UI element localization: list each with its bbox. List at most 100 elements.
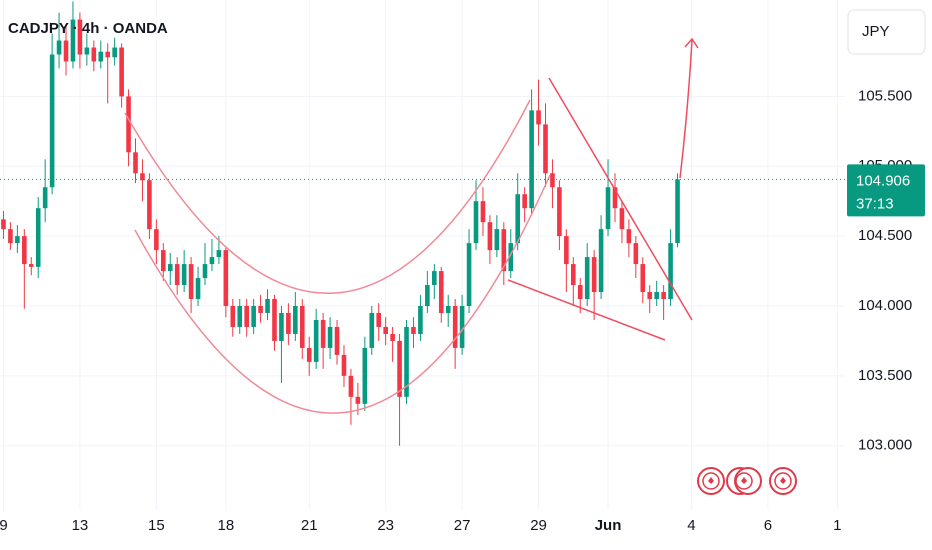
x-tick-label: 21 [301, 517, 318, 534]
candle-body [8, 229, 13, 244]
countdown-label: 37:13 [856, 195, 894, 212]
candle-body [522, 194, 527, 209]
event-icon [726, 467, 762, 495]
candle-body [452, 306, 458, 348]
candle-body [244, 306, 249, 327]
x-tick-label: 4 [687, 517, 695, 534]
x-tick-label: 18 [217, 517, 234, 534]
candle-body [529, 110, 534, 209]
candle-body [564, 236, 569, 265]
y-tick-label: 103.500 [858, 367, 912, 384]
candle-body [619, 208, 625, 230]
candle-body [550, 173, 555, 188]
candle-body [487, 222, 493, 251]
candle-body [70, 19, 76, 62]
candle-body [515, 194, 521, 244]
candle-body [466, 243, 472, 306]
candle-body [369, 312, 375, 348]
candle-body [654, 292, 659, 300]
candle-body [279, 312, 284, 341]
arrow-head [684, 37, 699, 49]
x-tick-label: 13 [72, 517, 89, 534]
candle-body [251, 306, 256, 327]
candle-body [320, 319, 326, 348]
event-icon [769, 467, 797, 495]
candle-body [404, 326, 409, 397]
candle-body [202, 264, 208, 279]
candle-body [584, 257, 590, 300]
candle-body [293, 306, 298, 334]
candle-body [418, 306, 423, 334]
event-icons [697, 467, 797, 495]
axes: 103.000103.500104.000104.500105.000105.5… [0, 87, 925, 534]
candle-body [432, 271, 437, 286]
candle-body [216, 250, 222, 258]
candle-body [286, 312, 291, 334]
candle-body [501, 229, 507, 272]
candle-body [167, 264, 173, 272]
candle-body [174, 264, 180, 286]
x-tick-label: 9 [0, 517, 8, 534]
candle-body [56, 40, 62, 55]
candle-body [42, 187, 48, 209]
candle-body [258, 306, 263, 313]
candle-body [341, 354, 347, 376]
candle-body [348, 375, 354, 397]
candle-body [675, 179, 680, 244]
pattern-drawings [124, 37, 699, 414]
last-price-label: 104.906 [856, 172, 910, 189]
candle-body [77, 19, 83, 55]
candle-body [161, 250, 166, 272]
candle-body [119, 47, 124, 97]
x-tick-label: 15 [148, 517, 165, 534]
currency-label: JPY [862, 23, 890, 40]
candle-body [438, 271, 444, 313]
x-tick-label: 1 [833, 517, 841, 534]
candle-body [661, 292, 666, 300]
candle-body [147, 180, 152, 230]
candle-body [181, 264, 187, 286]
currency-box[interactable] [847, 9, 926, 55]
candle-body [633, 243, 639, 265]
candle-body [425, 285, 430, 306]
candle-body [84, 47, 90, 55]
candle-body [28, 264, 34, 267]
wedge-lower-line [507, 279, 666, 341]
candle-body [112, 47, 117, 58]
candle-body [543, 124, 548, 174]
candle-body [334, 326, 340, 355]
candle-body [570, 264, 576, 286]
x-tick-label: 27 [454, 517, 471, 534]
candle-body [15, 236, 20, 244]
candle-body [473, 201, 479, 244]
candle-body [223, 250, 229, 306]
candle-body [133, 152, 138, 174]
x-tick-label: 23 [377, 517, 394, 534]
candle-body [63, 40, 69, 62]
candle-body [313, 319, 319, 362]
candle-body [126, 96, 131, 153]
candle-body [397, 340, 402, 397]
candle-body [91, 47, 97, 62]
candle-body [598, 229, 604, 293]
candle-body [237, 306, 243, 327]
event-icon [697, 467, 725, 495]
candle-body [35, 208, 41, 267]
candle-body [1, 219, 6, 230]
candle-body [265, 299, 270, 313]
cup-upper-curve [124, 99, 531, 294]
candle-body [98, 51, 104, 62]
candle-body [557, 187, 562, 237]
x-tick-label: 29 [530, 517, 547, 534]
last-price-box [847, 164, 925, 217]
candle-body [195, 278, 201, 300]
candle-body [49, 54, 55, 188]
candle-body [272, 299, 277, 341]
wedge-upper-line [548, 77, 693, 321]
candle-body [188, 264, 194, 300]
candle-body [362, 347, 368, 404]
target-arrow [679, 39, 693, 179]
candle-body [536, 110, 541, 125]
